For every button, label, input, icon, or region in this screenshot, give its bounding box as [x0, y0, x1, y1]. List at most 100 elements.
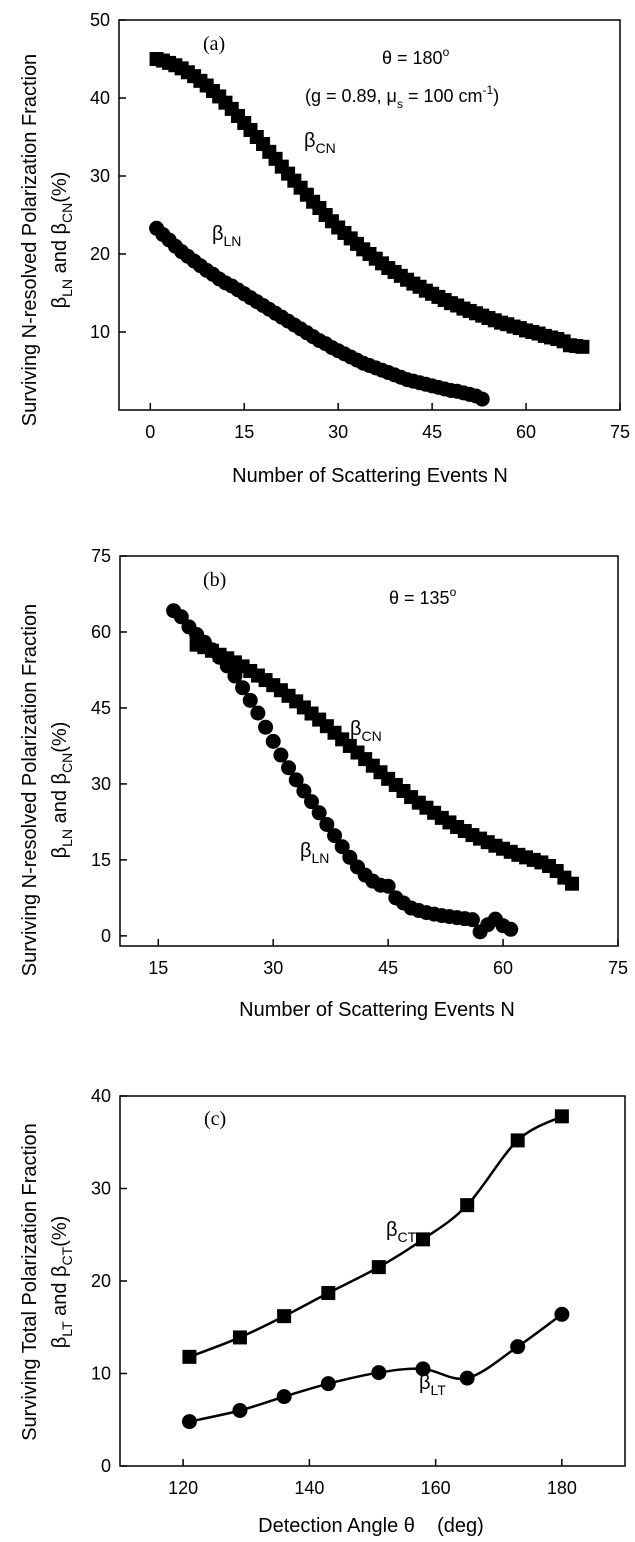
data-point-circle — [232, 1403, 248, 1418]
panel-b-y-axis-label-line2: βLN and βCN(%) — [49, 722, 75, 859]
data-point-circle — [415, 1361, 431, 1377]
y-tick-label: 15 — [91, 850, 111, 870]
data-point-circle — [227, 668, 243, 684]
y-tick-label: 75 — [91, 546, 111, 566]
panel-c-y-tick-labels: 0 10 20 30 40 — [91, 1086, 111, 1476]
data-point-circle — [235, 680, 251, 696]
data-point-circle — [459, 1370, 475, 1386]
data-point-circle — [250, 705, 266, 721]
x-tick-label: 75 — [610, 422, 630, 442]
y-tick-label: 40 — [91, 1086, 111, 1106]
x-tick-label: 15 — [234, 422, 254, 442]
data-point-circle — [474, 391, 490, 407]
y-tick-label: 50 — [90, 10, 110, 30]
x-tick-label: 120 — [168, 1478, 198, 1498]
x-tick-label: 0 — [145, 422, 155, 442]
panel-b-marks — [166, 603, 580, 940]
data-point-square — [321, 1286, 336, 1301]
panel-a-frame — [118, 19, 621, 411]
data-point-circle — [265, 733, 281, 749]
panel-b-ticks — [120, 555, 619, 946]
panel-c-x-tick-labels: 120 140 160 180 — [168, 1478, 577, 1498]
x-tick-label: 45 — [378, 958, 398, 978]
panel-c-frame — [119, 1095, 626, 1467]
data-point-circle — [554, 1306, 570, 1322]
data-point-circle — [276, 1389, 292, 1405]
data-point-square — [575, 339, 590, 354]
panel-b-series-label-ln: βLN — [300, 840, 329, 866]
data-point-circle — [503, 921, 519, 937]
panel-c-y-axis-label-line2: βLT and βCT(%) — [49, 1216, 75, 1349]
data-point-square — [554, 1109, 569, 1124]
panel-a-y-axis-label-line1: Surviving N-resolved Polarization Fracti… — [19, 54, 41, 426]
panel-a-marks — [149, 52, 590, 407]
data-point-circle — [319, 816, 335, 832]
panel-a-x-tick-labels: 0 15 30 45 60 75 — [145, 422, 630, 442]
panel-b-y-axis-label-line1: Surviving N-resolved Polarization Fracti… — [19, 604, 41, 976]
data-point-circle — [296, 783, 312, 799]
chart-panel-c: 120 140 160 180 0 10 20 30 40 (c) βCT βLT Detec… — [19, 1086, 626, 1537]
data-point-circle — [327, 828, 343, 844]
data-point-circle — [334, 839, 350, 855]
series-line — [188, 1115, 563, 1359]
data-point-square — [460, 1198, 475, 1213]
x-tick-label: 60 — [516, 422, 536, 442]
y-tick-label: 10 — [90, 322, 110, 342]
x-tick-label: 75 — [608, 958, 628, 978]
data-point-circle — [242, 692, 258, 708]
data-point-circle — [181, 1414, 197, 1430]
data-point-circle — [311, 805, 327, 821]
panel-c-x-axis-label: Detection Angle θ (deg) — [258, 1515, 484, 1537]
data-point-circle — [281, 760, 297, 776]
panel-a-y-tick-labels: 10 20 30 40 50 — [90, 10, 110, 342]
data-point-circle — [288, 772, 304, 788]
data-point-square — [510, 1133, 525, 1148]
panel-a-series-label-cn: βCN — [304, 130, 336, 156]
panel-c-ticks — [120, 1095, 563, 1467]
x-tick-label: 180 — [547, 1478, 577, 1498]
panel-a-label: (a) — [203, 33, 225, 55]
panel-a-annotation-angle: θ = 180o — [382, 45, 450, 68]
panel-c-marks — [181, 1109, 570, 1430]
data-point-square — [416, 1232, 430, 1247]
data-point-circle — [304, 794, 320, 810]
panel-a-ticks — [119, 19, 621, 410]
y-tick-label: 0 — [101, 926, 111, 946]
panel-b-x-axis-label: Number of Scattering Events N — [239, 999, 515, 1021]
panel-c-label: (c) — [204, 1108, 226, 1130]
data-point-square — [277, 1309, 292, 1324]
data-point-square — [371, 1260, 386, 1275]
data-point-circle — [464, 912, 480, 928]
chart-panel-a: 0 15 30 45 60 75 10 20 30 40 50 (a) θ = 180o (g =… — [19, 10, 630, 487]
data-point-circle — [273, 747, 289, 763]
x-tick-label: 30 — [263, 958, 283, 978]
y-tick-label: 10 — [91, 1364, 111, 1384]
data-point-square — [232, 1330, 247, 1345]
x-tick-label: 140 — [294, 1478, 324, 1498]
panel-a-x-axis-label: Number of Scattering Events N — [232, 465, 508, 487]
x-tick-label: 15 — [148, 958, 168, 978]
data-point-circle — [320, 1376, 336, 1392]
panel-a-y-axis-label-line2: βLN and βCN(%) — [49, 172, 75, 309]
panel-b-frame — [119, 555, 619, 947]
panel-b-x-tick-labels: 15 30 45 60 75 — [148, 958, 628, 978]
y-tick-label: 0 — [101, 1456, 111, 1476]
x-tick-label: 60 — [493, 958, 513, 978]
panel-a-annotation-params: (g = 0.89, μs = 100 cm-1) — [305, 83, 499, 111]
y-tick-label: 20 — [91, 1271, 111, 1291]
panel-c-series-label-lt: βLT — [419, 1372, 446, 1398]
y-tick-label: 60 — [91, 622, 111, 642]
y-tick-label: 30 — [91, 774, 111, 794]
y-tick-label: 30 — [91, 1179, 111, 1199]
panel-b-y-tick-labels: 0 15 30 45 60 75 — [91, 546, 111, 946]
panel-c-series-label-ct: βCT — [386, 1219, 417, 1245]
data-point-square — [182, 1349, 197, 1364]
panel-c-y-axis-label-line1: Surviving Total Polarization Fraction — [19, 1123, 41, 1441]
data-point-square — [565, 876, 580, 891]
y-tick-label: 45 — [91, 698, 111, 718]
data-point-circle — [510, 1339, 526, 1355]
y-tick-label: 30 — [90, 166, 110, 186]
x-tick-label: 160 — [421, 1478, 451, 1498]
y-tick-label: 40 — [90, 88, 110, 108]
